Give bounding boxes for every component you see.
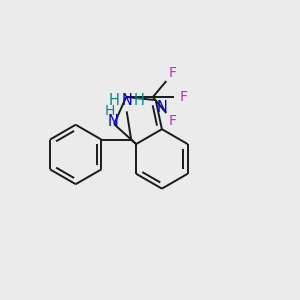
Text: N: N	[156, 100, 167, 115]
Text: H: H	[104, 104, 115, 118]
Text: F: F	[180, 90, 188, 104]
Text: F: F	[169, 114, 177, 128]
Text: H: H	[109, 94, 120, 109]
Text: F: F	[169, 66, 177, 80]
Text: N: N	[121, 94, 132, 109]
Text: H: H	[134, 94, 145, 109]
Text: N: N	[107, 114, 118, 129]
